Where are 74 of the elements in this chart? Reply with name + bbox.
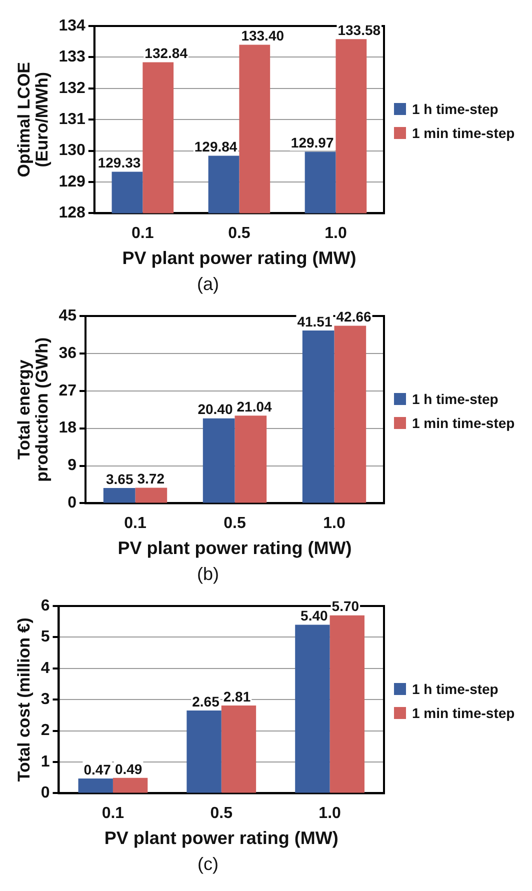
y-tick-label: 18 [58,420,77,437]
x-tick-label: 0.1 [102,805,124,822]
y-tick-label: 133 [58,48,86,66]
y-tick-label: 3 [40,691,50,708]
data-label: 3.65 [106,470,134,487]
data-label: 2.65 [192,693,220,710]
y-tick-label: 129 [58,173,86,190]
data-label: 20.40 [198,401,233,418]
y-tick-label: 131 [58,111,86,128]
bar [330,615,364,793]
y-tick-label: 128 [58,204,86,222]
y-tick-label: 5 [40,628,50,646]
y-tick-label: 130 [58,142,86,160]
y-tick-label: 1 [40,753,50,770]
data-label: 129.33 [98,154,141,171]
data-label: 133.58 [338,22,381,38]
y-tick-label: 0 [40,784,50,802]
data-label: 5.70 [332,598,360,614]
y-tick-label: 9 [68,457,77,474]
bar [135,488,168,503]
legend-label: 1 h time-step [412,391,498,407]
bar [202,418,235,503]
data-label: 3.72 [137,470,165,487]
data-label: 0.47 [84,761,112,778]
legend-label: 1 h time-step [412,681,498,697]
y-axis-title: Total cost (million €) [14,618,34,782]
data-label: 42.66 [336,308,372,325]
data-label: 41.51 [297,313,332,330]
data-label: 0.49 [114,760,142,777]
y-tick-label: 6 [40,597,50,614]
data-label: 21.04 [236,398,272,415]
data-label: 132.84 [144,45,188,62]
legend-label: 1 min time-step [412,705,515,721]
x-tick-label: 1.0 [323,515,346,532]
text: (b) [196,564,220,585]
y-axis-title: Optimal LCOE (Euro/MWh) [14,62,52,178]
bar [186,710,222,793]
bar [334,326,366,503]
bar [234,416,267,503]
y-axis-title: Total energy production (GWh) [14,337,52,482]
x-tick-label: 0.1 [132,225,154,242]
x-tick-label: 1.0 [318,805,342,822]
y-tick-label: 2 [40,722,50,740]
bar [221,706,256,793]
y-tick-label: 27 [58,382,77,400]
legend-label: 1 min time-step [412,415,515,431]
data-label: 2.81 [223,688,251,704]
y-tick-label: 132 [58,80,86,97]
bar [295,624,330,793]
text: (a) [196,274,220,295]
x-axis-title: PV plant power rating (MW) [104,828,338,848]
x-tick-label: 0.5 [224,515,246,532]
data-label: 129.84 [194,138,238,155]
data-label: 133.40 [241,28,284,44]
y-tick-label: 4 [40,660,50,677]
y-tick-label: 45 [58,307,77,324]
legend-label: 1 h time-step [412,101,498,117]
y-tick-label: 36 [58,344,77,362]
text: (c) [196,854,220,875]
bar [112,778,148,793]
data-label: 5.40 [300,608,328,624]
bar [302,330,334,503]
x-tick-label: 0.5 [228,225,250,242]
x-tick-label: 0.5 [210,805,233,822]
y-tick-label: 0 [68,494,77,512]
legend-label: 1 min time-step [412,125,515,141]
data-label: 129.97 [290,134,334,151]
x-tick-label: 0.1 [124,515,146,532]
bar [78,778,113,793]
y-tick-label: 134 [58,17,86,34]
x-axis-title: PV plant power rating (MW) [122,248,356,268]
bar [103,488,136,503]
x-axis-title: PV plant power rating (MW) [118,538,352,558]
x-tick-label: 1.0 [324,225,347,242]
